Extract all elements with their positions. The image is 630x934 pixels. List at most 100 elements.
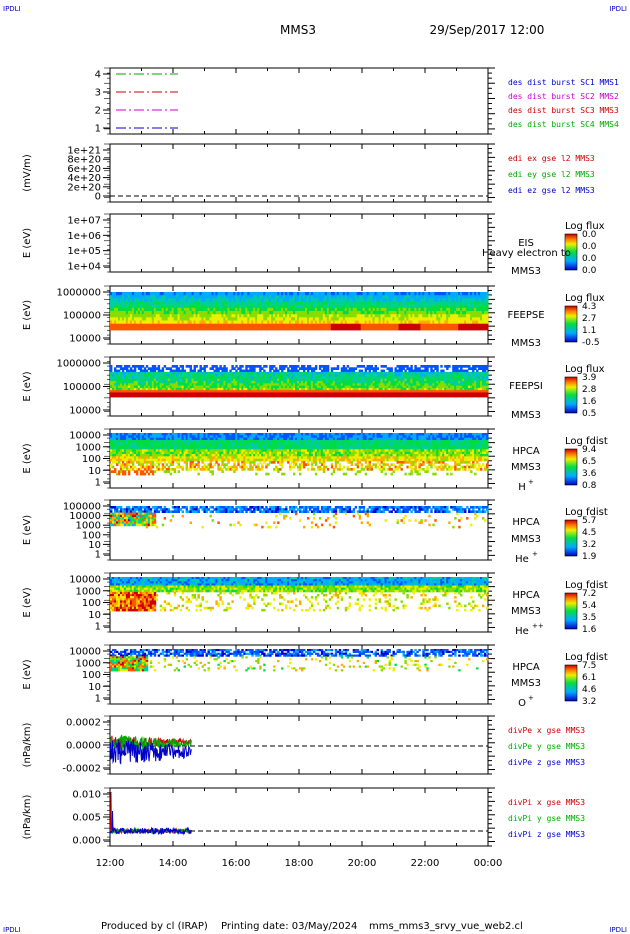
spectro-cell xyxy=(450,394,453,398)
spectro-cell xyxy=(165,387,169,391)
spectro-cell xyxy=(382,387,385,391)
spectro-cell xyxy=(486,295,489,299)
spectro-cell xyxy=(468,326,471,331)
spectro-cell xyxy=(249,317,252,321)
spectro-cell xyxy=(143,371,147,375)
spectro-cell xyxy=(299,367,302,370)
spectro-cell xyxy=(362,311,366,315)
spectro-cell xyxy=(135,381,139,384)
spectro-cell xyxy=(396,381,399,384)
spectro-cell xyxy=(378,323,381,328)
spectro-cell xyxy=(253,307,256,312)
spectro-cell xyxy=(356,292,360,296)
spectro-cell xyxy=(380,326,383,331)
spectro-cell xyxy=(388,298,391,302)
spectro-cell xyxy=(187,295,190,299)
spectro-cell xyxy=(318,394,322,398)
spectro-cell xyxy=(462,381,465,384)
spectro-cell xyxy=(462,383,465,386)
spectro-cell xyxy=(159,381,163,384)
spectro-cell xyxy=(139,323,143,328)
spectro-cell xyxy=(245,292,248,296)
spectro-cell xyxy=(392,381,395,384)
spectro-cell xyxy=(414,304,417,309)
spectro-cell xyxy=(374,323,377,328)
spectro-cell xyxy=(213,301,216,306)
spectro-cell xyxy=(336,381,340,384)
spectro-cell xyxy=(173,381,177,384)
spectro-cell xyxy=(235,295,238,299)
spectro-cell xyxy=(273,314,276,318)
spectro-cell xyxy=(197,314,200,318)
panel-frame xyxy=(109,213,489,273)
spectro-cell xyxy=(364,374,368,377)
spectro-cell xyxy=(422,369,425,373)
spectro-cell xyxy=(235,301,238,306)
spectro-cell xyxy=(137,374,141,377)
spectro-cell xyxy=(283,385,286,389)
spectro-cell xyxy=(199,371,202,375)
spectro-cell xyxy=(183,298,186,302)
spectro-cell xyxy=(354,371,358,375)
spectro-cell xyxy=(129,298,133,302)
spectro-cell xyxy=(297,307,300,312)
spectro-cell xyxy=(209,387,212,391)
spectro-cell xyxy=(277,292,280,296)
spectro-cell xyxy=(334,371,338,375)
spectro-cell xyxy=(281,387,284,391)
spectro-cell xyxy=(460,378,463,382)
spectro-cell xyxy=(348,320,352,325)
spectro-cell xyxy=(114,314,117,318)
spectro-cell xyxy=(259,371,262,375)
spectro-cell xyxy=(167,392,171,396)
spectro-cell xyxy=(356,307,360,312)
spectro-cell xyxy=(398,320,401,325)
spectro-cell xyxy=(464,381,467,384)
spectro-cell xyxy=(137,365,141,368)
spectro-cell xyxy=(382,369,385,373)
spectro-cell xyxy=(153,385,157,389)
spectro-cell xyxy=(388,323,391,328)
spectro-cell xyxy=(209,307,212,312)
spectro-cell xyxy=(155,381,159,384)
spectro-cell xyxy=(360,387,364,391)
spectro-cell xyxy=(299,307,302,312)
spectro-cell xyxy=(297,371,300,375)
spectro-cell xyxy=(362,365,366,368)
spectro-cell xyxy=(114,367,117,370)
spectro-cell xyxy=(273,385,276,389)
spectro-cell xyxy=(295,301,298,306)
spectro-cell xyxy=(297,376,300,380)
spectro-cell xyxy=(460,392,463,396)
spectro-cell xyxy=(153,387,157,391)
spectro-cell xyxy=(155,314,159,318)
spectro-cell xyxy=(322,314,326,318)
spectro-cell xyxy=(191,292,194,296)
spectro-cell xyxy=(231,394,234,398)
spectro-cell xyxy=(328,311,332,315)
spectro-cell xyxy=(402,381,405,384)
spectro-cell xyxy=(414,387,417,391)
spectro-cell xyxy=(452,390,455,393)
spectro-cell xyxy=(426,295,429,299)
spectro-cell xyxy=(374,394,377,398)
spectro-cell xyxy=(177,383,180,386)
panel-frame xyxy=(109,67,489,135)
spectro-cell xyxy=(424,298,427,302)
spectro-cell xyxy=(446,381,449,384)
spectro-cell xyxy=(163,320,167,325)
spectro-cell xyxy=(344,323,348,328)
spectro-cell xyxy=(320,374,324,377)
spectro-cell xyxy=(338,390,342,393)
spectro-cell xyxy=(287,323,290,328)
spectro-cell xyxy=(147,311,151,315)
spectro-cell xyxy=(444,365,447,368)
spectro-cell xyxy=(123,323,127,328)
spectro-cell xyxy=(229,374,232,377)
spectro-cell xyxy=(344,307,348,312)
spectro-cell xyxy=(149,369,153,373)
spectro-cell xyxy=(293,301,296,306)
spectro-cell xyxy=(251,392,254,396)
spectro-cell xyxy=(301,301,304,306)
spectro-cell xyxy=(189,383,192,386)
